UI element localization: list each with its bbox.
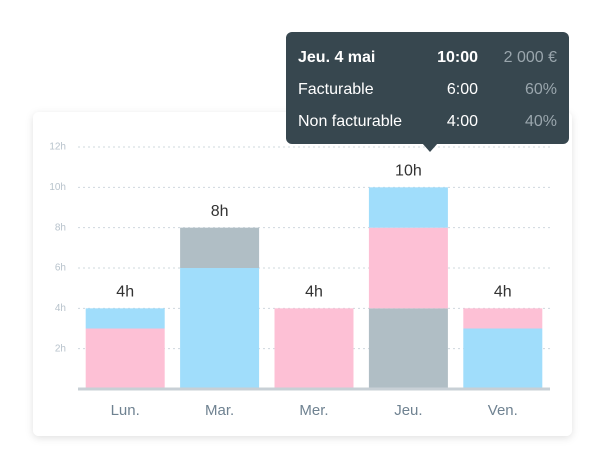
tooltip-pointer: [422, 143, 438, 152]
tooltip: Jeu. 4 mai 10:00 2 000 € Facturable 6:00 60% N…: [286, 32, 569, 152]
x-tick-label: Mer.: [299, 402, 328, 419]
y-tick-label: 10h: [49, 182, 66, 193]
tooltip-row: Non facturable: [298, 113, 402, 130]
tooltip-row: 6:00: [447, 81, 478, 98]
tooltip-title: 10:00: [437, 49, 478, 66]
total-label: 10h: [395, 163, 422, 180]
y-tick-label: 8h: [55, 222, 66, 233]
bar-segment: [368, 187, 448, 228]
bar-segment: [85, 308, 165, 329]
bar-segment: [368, 308, 448, 389]
bar-segment: [180, 268, 260, 389]
total-label: 4h: [494, 284, 512, 301]
x-tick-label: Ven.: [488, 402, 518, 419]
bar-segment: [180, 227, 260, 268]
total-label: 4h: [305, 284, 323, 301]
y-tick-label: 12h: [49, 142, 66, 153]
tooltip-box: [286, 32, 569, 144]
y-tick-label: 4h: [55, 303, 66, 314]
bar-segment: [463, 328, 543, 389]
tooltip-title: Jeu. 4 mai: [298, 49, 375, 66]
tooltip-row: 60%: [525, 81, 557, 98]
bar-segment: [274, 308, 354, 389]
total-label: 8h: [211, 203, 229, 220]
total-label: 4h: [116, 284, 134, 301]
bar-segment: [463, 308, 543, 329]
x-tick-label: Lun.: [111, 402, 140, 419]
tooltip-row: 40%: [525, 113, 557, 130]
y-tick-label: 2h: [55, 343, 66, 354]
tooltip-row: 4:00: [447, 113, 478, 130]
tooltip-row: Facturable: [298, 81, 374, 98]
x-tick-label: Jeu.: [394, 402, 422, 419]
y-tick-label: 6h: [55, 263, 66, 274]
tooltip-title: 2 000 €: [504, 49, 557, 66]
x-tick-label: Mar.: [205, 402, 234, 419]
bar-segment: [85, 328, 165, 389]
bar-segment: [368, 227, 448, 309]
